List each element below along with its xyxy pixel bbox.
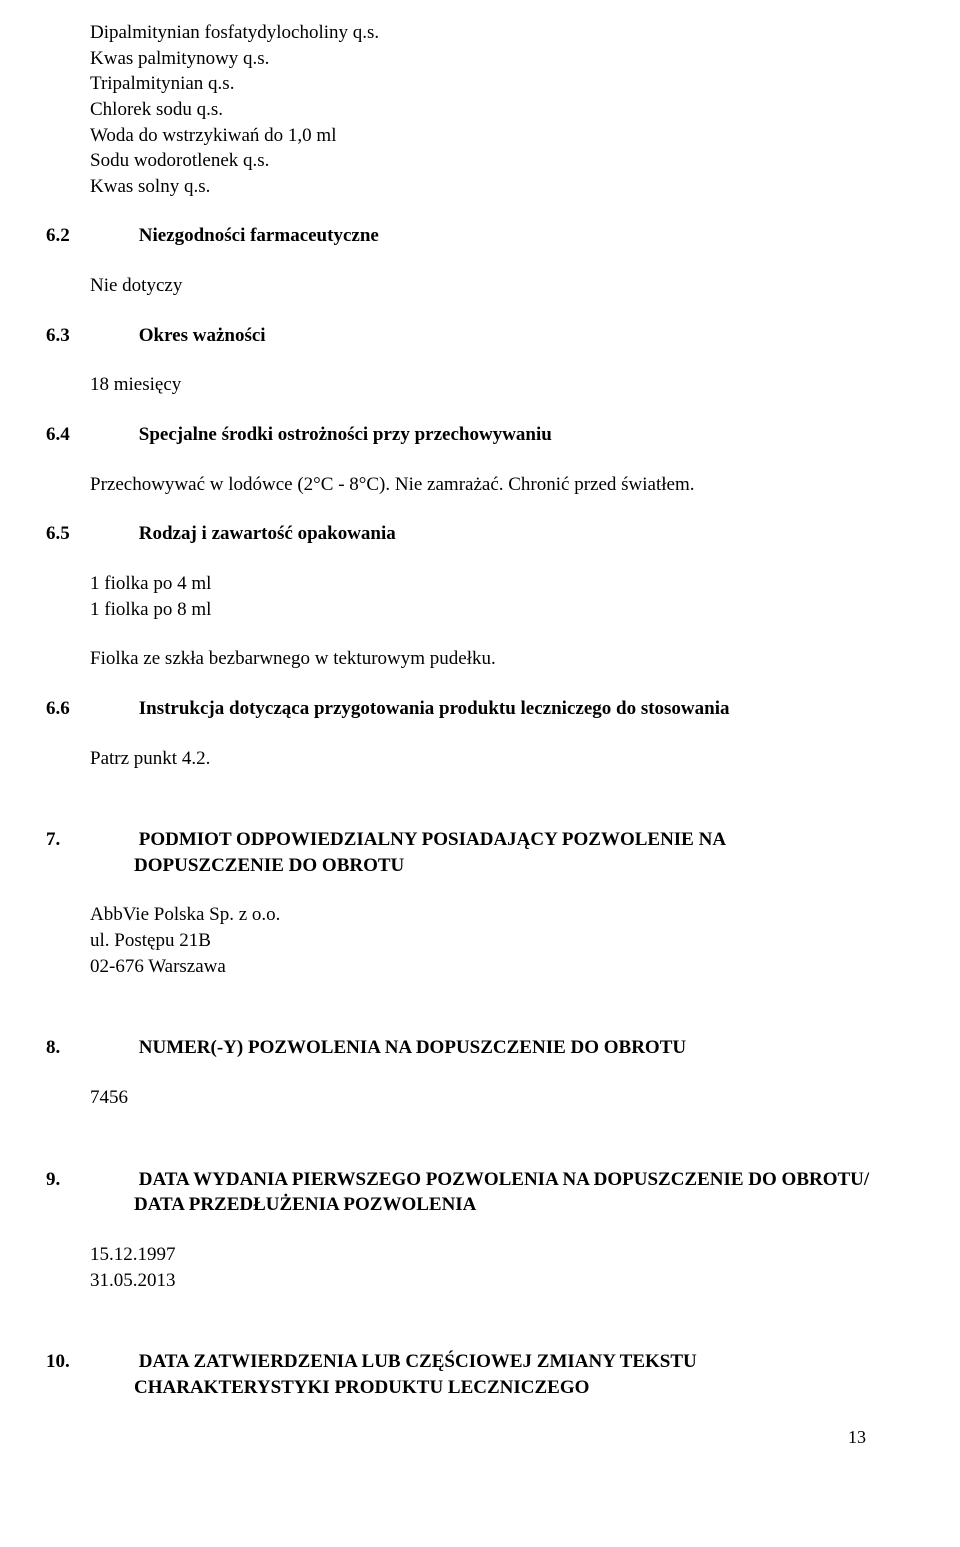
section-6-5-body-a: 1 fiolka po 4 ml 1 fiolka po 8 ml [90,571,870,622]
section-6-3-heading: 6.3 Okres ważności [90,323,870,349]
section-6-2-heading: 6.2 Niezgodności farmaceutyczne [90,223,870,249]
section-num: 10. [90,1349,134,1375]
section-6-4-body: Przechowywać w lodówce (2°C - 8°C). Nie … [90,472,870,498]
section-title: DATA ZATWIERDZENIA LUB CZĘŚCIOWEJ ZMIANY… [134,1351,697,1398]
section-title: Instrukcja dotycząca przygotowania produ… [139,698,730,719]
section-7-heading: 7. PODMIOT ODPOWIEDZIALNY POSIADAJĄCY PO… [90,827,870,878]
intro-line: Sodu wodorotlenek q.s. [90,148,870,174]
body-line: ul. Postępu 21B [90,928,870,954]
section-6-5-heading: 6.5 Rodzaj i zawartość opakowania [90,521,870,547]
section-6-5-body-b: Fiolka ze szkła bezbarwnego w tekturowym… [90,646,870,672]
intro-line: Kwas solny q.s. [90,174,870,200]
section-title: PODMIOT ODPOWIEDZIALNY POSIADAJĄCY POZWO… [134,829,725,876]
section-8-heading: 8. NUMER(-Y) POZWOLENIA NA DOPUSZCZENIE … [90,1035,870,1061]
body-line: 1 fiolka po 4 ml [90,571,870,597]
section-num: 6.3 [90,323,134,349]
intro-line: Kwas palmitynowy q.s. [90,46,870,72]
body-line: 15.12.1997 [90,1242,870,1268]
intro-block: Dipalmitynian fosfatydylocholiny q.s. Kw… [90,20,870,199]
section-10-heading: 10. DATA ZATWIERDZENIA LUB CZĘŚCIOWEJ ZM… [90,1349,870,1400]
intro-line: Tripalmitynian q.s. [90,71,870,97]
section-num: 6.6 [90,696,134,722]
body-line: 31.05.2013 [90,1268,870,1294]
intro-line: Dipalmitynian fosfatydylocholiny q.s. [90,20,870,46]
section-6-4-heading: 6.4 Specjalne środki ostrożności przy pr… [90,422,870,448]
body-line: AbbVie Polska Sp. z o.o. [90,902,870,928]
section-title: Specjalne środki ostrożności przy przech… [139,424,552,445]
section-title: NUMER(-Y) POZWOLENIA NA DOPUSZCZENIE DO … [139,1037,686,1058]
section-title: Okres ważności [139,325,266,346]
intro-line: Woda do wstrzykiwań do 1,0 ml [90,123,870,149]
intro-line: Chlorek sodu q.s. [90,97,870,123]
body-line: 1 fiolka po 8 ml [90,597,870,623]
section-num: 9. [90,1167,134,1193]
section-num: 6.4 [90,422,134,448]
section-7-body: AbbVie Polska Sp. z o.o. ul. Postępu 21B… [90,902,870,979]
section-num: 8. [90,1035,134,1061]
section-9-body: 15.12.1997 31.05.2013 [90,1242,870,1293]
section-6-3-body: 18 miesięcy [90,372,870,398]
section-num: 6.2 [90,223,134,249]
section-title: DATA WYDANIA PIERWSZEGO POZWOLENIA NA DO… [134,1169,869,1216]
section-6-6-heading: 6.6 Instrukcja dotycząca przygotowania p… [90,696,870,722]
section-6-2-body: Nie dotyczy [90,273,870,299]
page-number: 13 [90,1425,870,1449]
section-8-body: 7456 [90,1085,870,1111]
section-6-6-body: Patrz punkt 4.2. [90,746,870,772]
section-title: Rodzaj i zawartość opakowania [139,523,396,544]
section-9-heading: 9. DATA WYDANIA PIERWSZEGO POZWOLENIA NA… [90,1167,870,1218]
body-line: 02-676 Warszawa [90,954,870,980]
section-num: 6.5 [90,521,134,547]
section-title: Niezgodności farmaceutyczne [139,225,379,246]
section-num: 7. [90,827,134,853]
